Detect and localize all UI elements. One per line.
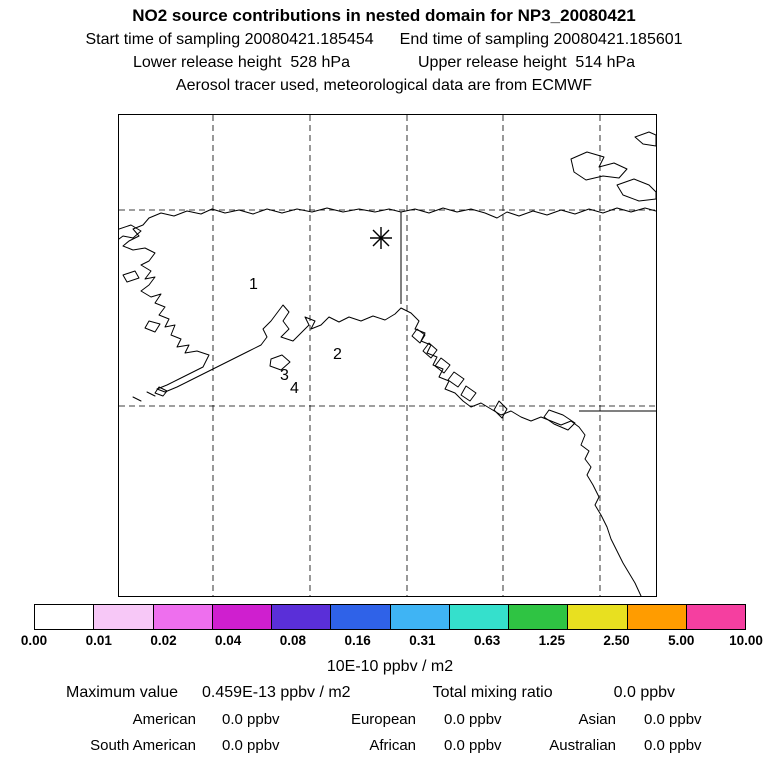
grid-lines: [119, 115, 656, 596]
colorbar-tick: 0.31: [409, 633, 436, 648]
colorbar-block: 0.00 0.01 0.02 0.04 0.08 0.16 0.31 0.63 1.25 2.50…: [21, 604, 763, 676]
colorbar-tick: 0.00: [20, 633, 48, 648]
maximum-value-line: Maximum value 0.459E-13 ppbv / m2 Total …: [0, 684, 768, 702]
total-mixing-ratio-value: 0.0 ppbv: [613, 684, 676, 701]
colorbar-cell: [330, 605, 390, 629]
source-contributions-table: American 0.0 ppbv European 0.0 ppbv Asian 0.0…: [20, 711, 768, 754]
colorbar-tick: 0.63: [473, 633, 501, 648]
colorbar-cell: [35, 605, 94, 629]
contribution-value: 0.0 ppbv: [222, 711, 280, 728]
contribution-value: 0.0 ppbv: [444, 737, 502, 754]
colorbar-cell: [93, 605, 153, 629]
upper-release-text: Upper release height 514 hPa: [418, 54, 636, 71]
release-point-labels: 1 2 3 4: [249, 276, 342, 397]
colorbar-units-label: 10E-10 ppbv / m2: [326, 658, 454, 675]
release-point-1: 1: [249, 276, 258, 293]
colorbar-tick: 10.00: [729, 633, 763, 648]
colorbar-cell: [152, 605, 212, 629]
plot-title: NO2 source contributions in nested domai…: [132, 6, 636, 25]
plot-header: NO2 source contributions in nested domai…: [0, 6, 768, 95]
colorbar-tick: 0.02: [150, 633, 177, 648]
colorbar-cell: [567, 605, 627, 629]
end-time-text: End time of sampling 20080421.185601: [399, 31, 683, 48]
colorbar-cell: [389, 605, 449, 629]
sampling-time-line: Start time of sampling 20080421.185454 E…: [0, 31, 768, 49]
contribution-label: European: [350, 711, 416, 728]
maximum-value: 0.459E-13 ppbv / m2: [202, 684, 351, 701]
contribution-label: Asian: [578, 711, 616, 728]
contribution-value: 0.0 ppbv: [644, 737, 702, 754]
colorbar-tick: 1.25: [538, 633, 565, 648]
colorbar-tick: 2.50: [603, 633, 630, 648]
coastlines: [119, 131, 656, 596]
statistics-block: Maximum value 0.459E-13 ppbv / m2 Total …: [0, 684, 768, 754]
start-time-text: Start time of sampling 20080421.185454: [85, 31, 374, 48]
colorbar-cell: [271, 605, 331, 629]
lower-release-text: Lower release height 528 hPa: [132, 54, 350, 71]
contribution-label: African: [369, 737, 416, 754]
colorbar-tick: 0.08: [279, 633, 307, 648]
colorbar-tick: 5.00: [668, 633, 695, 648]
release-point-3: 3: [280, 367, 289, 384]
colorbar-cell: [448, 605, 508, 629]
colorbar-cell: [508, 605, 568, 629]
contribution-label: American: [132, 711, 196, 728]
total-mixing-ratio-label: Total mixing ratio: [432, 684, 553, 701]
map-panel: 1 2 3 4: [118, 114, 657, 597]
colorbar-ticks: 0.00 0.01 0.02 0.04 0.08 0.16 0.31 0.63 1.25 2.50…: [21, 633, 763, 651]
maximum-value-label: Maximum value: [66, 684, 179, 701]
map-svg: 1 2 3 4: [119, 115, 656, 596]
contribution-value: 0.0 ppbv: [644, 711, 702, 728]
colorbar-tick: 0.04: [215, 633, 242, 648]
colorbar-cell: [626, 605, 686, 629]
colorbar: [34, 604, 746, 630]
colorbar-cell: [211, 605, 271, 629]
colorbar-tick: 0.01: [85, 633, 112, 648]
colorbar-cell: [685, 605, 745, 629]
tracer-info-text: Aerosol tracer used, meteorological data…: [175, 77, 593, 94]
sampling-location-marker: [370, 227, 392, 249]
colorbar-tick: 0.16: [344, 633, 371, 648]
political-borders: [400, 212, 656, 412]
contribution-label: Australian: [549, 737, 616, 754]
release-point-2: 2: [333, 346, 342, 363]
release-point-4: 4: [290, 380, 299, 397]
tracer-info-line: Aerosol tracer used, meteorological data…: [0, 77, 768, 95]
contribution-value: 0.0 ppbv: [444, 711, 502, 728]
release-height-line: Lower release height 528 hPa Upper relea…: [0, 54, 768, 72]
contribution-value: 0.0 ppbv: [222, 737, 280, 754]
contribution-label: South American: [90, 737, 196, 754]
